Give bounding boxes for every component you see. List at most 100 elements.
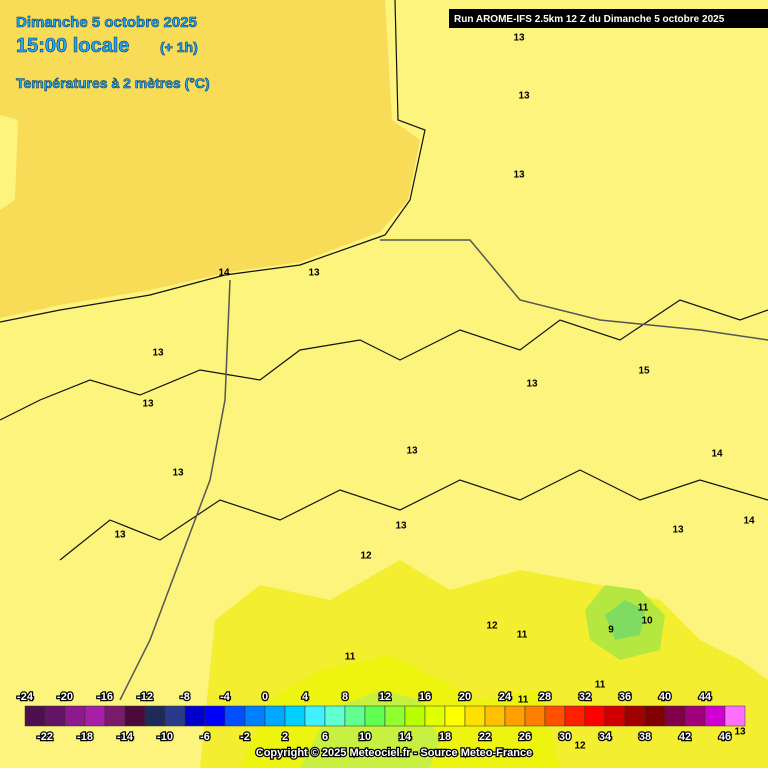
legend-cell <box>604 705 626 727</box>
legend-cell <box>724 705 746 727</box>
legend-cell <box>344 705 366 727</box>
contour-label: 10 <box>641 616 653 627</box>
legend-tick-label: 22 <box>479 731 491 743</box>
island <box>0 115 18 210</box>
contour-label: 13 <box>526 379 538 390</box>
legend-tick-label: 32 <box>579 691 591 703</box>
legend-cell <box>464 705 486 727</box>
contour-label: 13 <box>672 525 684 536</box>
contour-label: 13 <box>395 521 407 532</box>
legend-cell <box>504 705 526 727</box>
legend-cell <box>244 705 266 727</box>
legend-tick-label: 24 <box>499 691 512 703</box>
legend-cell <box>164 705 186 727</box>
contour-label: 11 <box>345 652 356 663</box>
contour-label: 14 <box>711 449 723 460</box>
contour-label: 13 <box>518 91 530 102</box>
legend-tick-label: 6 <box>322 731 328 743</box>
contour-label: 12 <box>360 551 372 562</box>
contour-label: 11 <box>638 603 649 614</box>
border <box>380 239 768 341</box>
coastline <box>0 0 426 323</box>
time: 15:00 locale <box>16 35 129 57</box>
legend-cell <box>384 705 406 727</box>
legend-cell <box>364 705 386 727</box>
legend-tick-label: 10 <box>359 731 371 743</box>
legend-tick-label: -8 <box>180 691 190 703</box>
legend-tick-label: 0 <box>262 691 268 703</box>
copyright: Copyright © 2025 Meteociel.fr - Source M… <box>256 747 532 759</box>
legend-tick-label: 46 <box>719 731 731 743</box>
legend-tick-label: 40 <box>659 691 671 703</box>
run-info: Run AROME-IFS 2.5km 12 Z du Dimanche 5 o… <box>454 14 725 25</box>
legend-cell <box>304 705 326 727</box>
legend-cell <box>184 705 206 727</box>
legend-cell <box>564 705 586 727</box>
legend-tick-label: 16 <box>419 691 431 703</box>
legend-tick-label: 18 <box>439 731 451 743</box>
contour-label: 13 <box>152 348 164 359</box>
contour-label: 13 <box>114 530 126 541</box>
legend-tick-label: 2 <box>282 731 288 743</box>
legend-cell <box>684 705 706 727</box>
date: Dimanche 5 octobre 2025 <box>16 14 197 31</box>
legend-tick-label: 30 <box>559 731 571 743</box>
legend-cell <box>24 705 46 727</box>
legend-tick-label: 26 <box>519 731 531 743</box>
contour-label: 11 <box>517 630 528 641</box>
border <box>119 279 231 701</box>
legend-tick-label: -18 <box>77 731 93 743</box>
legend-cell <box>84 705 106 727</box>
contour-label: 11 <box>518 695 529 706</box>
legend-cell <box>444 705 466 727</box>
sea <box>0 0 420 318</box>
legend-cell <box>584 705 606 727</box>
legend-cell <box>224 705 246 727</box>
legend-tick-label: -14 <box>117 731 134 743</box>
legend-cell <box>424 705 446 727</box>
legend-tick-label: 4 <box>302 691 309 703</box>
legend-tick-label: -22 <box>37 731 53 743</box>
contour-label: 13 <box>513 170 525 181</box>
offset: (+ 1h) <box>160 39 198 55</box>
contour-label: 13 <box>172 468 184 479</box>
contour-label: 13 <box>513 33 525 44</box>
contour-label: 13 <box>406 446 418 457</box>
legend-tick-label: 36 <box>619 691 631 703</box>
legend-tick-label: -6 <box>200 731 210 743</box>
legend-cell <box>524 705 546 727</box>
legend-cell <box>104 705 126 727</box>
legend-cell <box>544 705 566 727</box>
contour-label: 12 <box>486 621 498 632</box>
legend-cell <box>664 705 686 727</box>
legend-cell <box>64 705 86 727</box>
contour-label: 14 <box>218 268 230 279</box>
contour-label: 14 <box>743 516 755 527</box>
legend-tick-label: -4 <box>220 691 231 703</box>
legend-cell <box>624 705 646 727</box>
contour-label: 12 <box>574 741 586 752</box>
contour-label: 13 <box>734 727 746 738</box>
legend-tick-label: 8 <box>342 691 348 703</box>
legend-cell <box>404 705 426 727</box>
contour-label: 15 <box>638 366 650 377</box>
legend-cell <box>264 705 286 727</box>
legend-cell <box>284 705 306 727</box>
contour-label: 9 <box>608 625 614 636</box>
legend-tick-label: 28 <box>539 691 551 703</box>
run-box <box>449 9 768 28</box>
legend-cell <box>124 705 146 727</box>
legend-tick-label: -10 <box>157 731 173 743</box>
legend-tick-label: 38 <box>639 731 651 743</box>
legend-cell <box>144 705 166 727</box>
legend-tick-label: 34 <box>599 731 612 743</box>
legend-tick-label: -24 <box>17 691 34 703</box>
legend-cell <box>44 705 66 727</box>
contour-label: 13 <box>142 399 154 410</box>
legend-tick-label: -12 <box>137 691 153 703</box>
legend-cell <box>324 705 346 727</box>
legend-tick-label: 44 <box>699 691 712 703</box>
contour-line <box>0 299 768 421</box>
contour-label: 11 <box>595 680 606 691</box>
